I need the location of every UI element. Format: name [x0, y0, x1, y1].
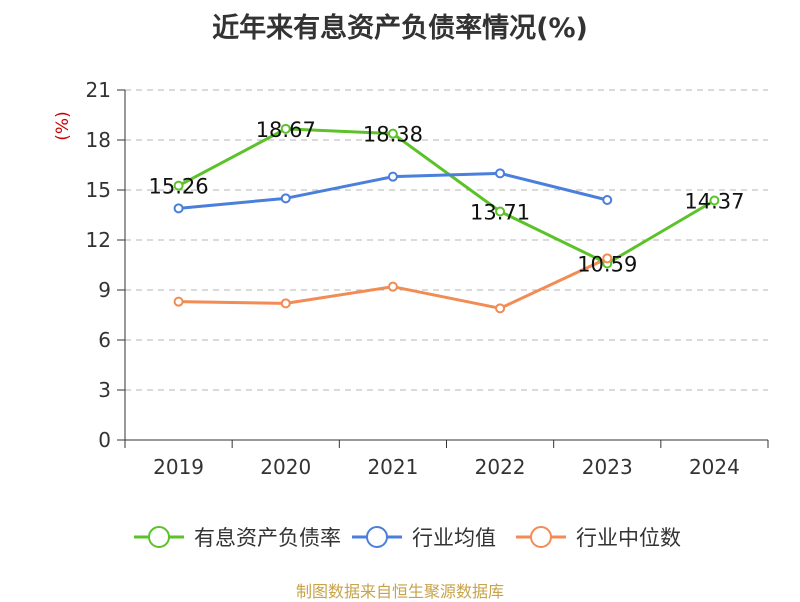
data-label: 15.26: [149, 175, 209, 199]
legend-circle-icon: [366, 526, 388, 548]
data-point: [495, 303, 506, 314]
x-tick-label: 2023: [582, 455, 633, 479]
data-label: 13.71: [470, 201, 530, 225]
data-point: [387, 281, 398, 292]
data-point: [173, 296, 184, 307]
data-label: 14.37: [684, 190, 744, 214]
series-line: [177, 127, 716, 265]
data-point: [495, 206, 506, 217]
x-tick-label: 2022: [475, 455, 526, 479]
legend-label: 行业均值: [412, 526, 496, 550]
x-tick-label: 2019: [153, 455, 204, 479]
data-point: [709, 195, 720, 206]
data-label: 18.67: [256, 118, 316, 142]
y-tick-label: 15: [86, 178, 111, 202]
y-axis-unit-label: (%): [53, 111, 73, 140]
legend-item: 行业中位数: [516, 526, 681, 550]
data-point: [280, 123, 291, 134]
chart-title: 近年来有息资产负债率情况(%): [212, 13, 588, 44]
y-tick-label: 6: [98, 328, 111, 352]
x-tick-label: 2021: [367, 455, 418, 479]
data-labels: 15.26 18.67 18.38 13.71 10.59 14.37: [149, 118, 745, 277]
data-point: [387, 171, 398, 182]
y-tick-label: 18: [86, 128, 111, 152]
y-tick-label: 12: [86, 228, 111, 252]
x-tick-label: 2020: [260, 455, 311, 479]
legend: 有息资产负债率 行业均值 行业中位数: [134, 526, 681, 550]
data-point: [495, 168, 506, 179]
data-point: [173, 203, 184, 214]
y-tick-label: 9: [98, 278, 111, 302]
data-label: 10.59: [577, 253, 637, 277]
data-point: [387, 128, 398, 139]
legend-label: 有息资产负债率: [194, 526, 341, 550]
series-lines: [173, 123, 720, 314]
data-point: [280, 298, 291, 309]
legend-circle-icon: [148, 526, 170, 548]
x-tick-label: 2024: [689, 455, 740, 479]
grid-lines: [125, 89, 768, 391]
legend-circle-icon: [530, 526, 552, 548]
data-point: [602, 253, 613, 264]
data-point: [280, 193, 291, 204]
data-label: 18.38: [363, 123, 423, 147]
y-tick-label: 0: [98, 428, 111, 452]
legend-item: 行业均值: [352, 526, 496, 550]
data-point: [602, 195, 613, 205]
legend-item: 有息资产负债率: [134, 526, 341, 550]
y-tick-label: 21: [86, 78, 111, 102]
axes: 0 3 6 9 12 15 18 21 2019 2020 2021 2022 2023 2024: [86, 78, 769, 479]
source-note: 制图数据来自恒生聚源数据库: [295, 582, 504, 601]
legend-label: 行业中位数: [576, 526, 681, 550]
y-tick-label: 3: [98, 378, 111, 402]
data-point: [173, 180, 184, 191]
